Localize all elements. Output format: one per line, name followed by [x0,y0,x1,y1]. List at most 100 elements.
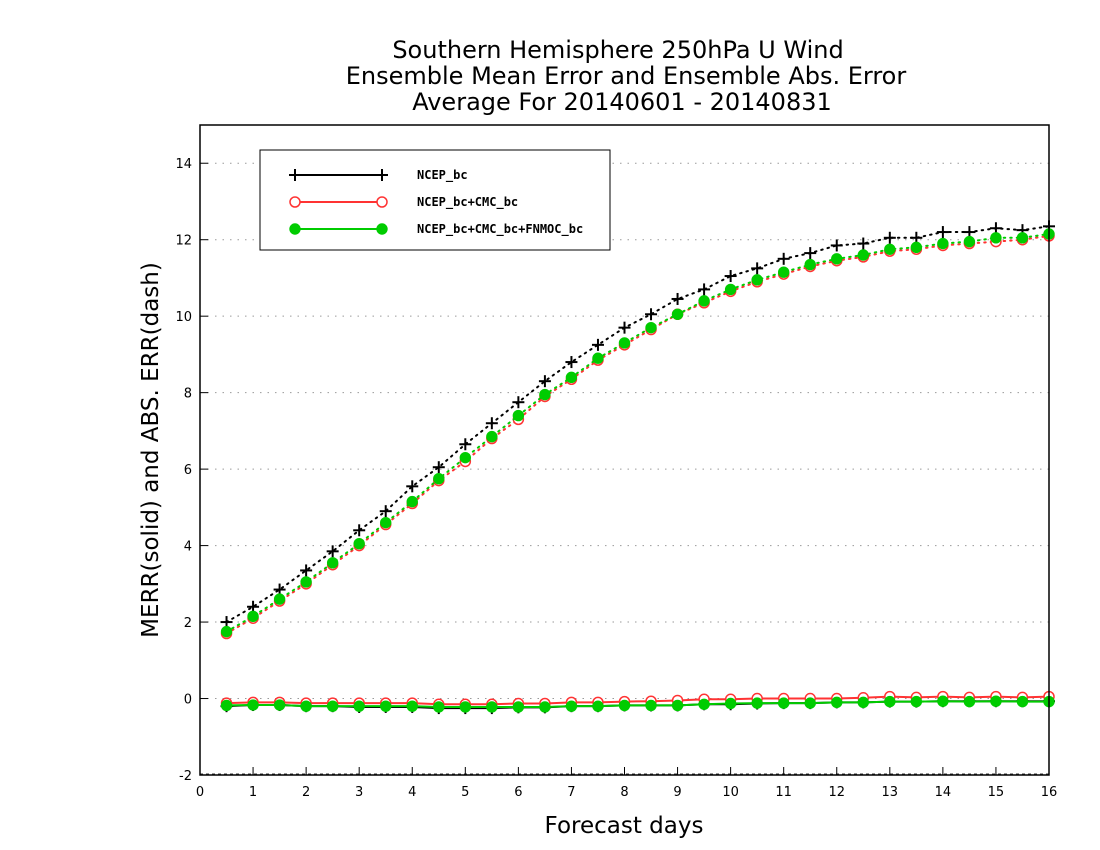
abs-err-point [618,321,631,334]
legend: NCEP_bc NCEP_bc+CMC_bc NCEP_bc+CMC_bc+FNMO… [259,149,611,251]
abs-err-point [857,237,870,250]
legend-marker [376,196,388,208]
abs-err-point [777,252,790,265]
abs-err-point [618,337,631,349]
abs-err-point [884,243,896,255]
abs-err-point [724,283,737,296]
legend-marker [376,223,388,235]
legend-label: NCEP_bc+CMC_bc+FNMOC_bc [417,222,583,237]
series-layer [220,220,1055,715]
chart-title-line-1: Southern Hemisphere 250hPa U Wind [392,36,843,64]
x-tick-label: 7 [567,785,575,800]
mean-err-point [698,698,710,710]
mean-err-point [539,701,551,713]
abs-err-point [300,576,312,588]
y-tick-label: 2 [184,616,192,631]
y-tick-label: 0 [184,693,192,708]
x-tick-label: 3 [355,785,363,800]
mean-err-point [565,700,578,712]
legend-entry: NCEP_bc+CMC_bc+FNMOC_bc [289,222,583,237]
mean-err-point [459,701,472,713]
abs-err-point [485,417,498,430]
mean-err-point [592,700,604,712]
mean-err-point [326,700,339,712]
abs-err-point [724,270,737,283]
abs-err-point [565,371,578,384]
x-tick-label: 6 [514,785,522,800]
series-2 [220,230,1055,711]
mean-err-point [990,695,1002,707]
mean-err-point [353,700,365,712]
y-axis-label: MERR(solid) and ABS. ERR(dash) [138,262,164,638]
y-tick-label: 12 [175,234,192,249]
abs-err-point [459,451,472,464]
grid-lines [200,162,1049,775]
abs-err-point [592,352,604,364]
abs-err-point [645,321,657,334]
abs-err-point [937,237,949,250]
abs-err-line [225,232,1050,633]
x-tick-label: 8 [620,785,628,800]
abs-err-point [353,537,365,550]
abs-err-point [751,262,764,275]
x-tick-label: 4 [408,785,416,800]
x-tick-label: 1 [249,785,257,800]
abs-err-point [406,480,419,493]
y-axis-ticks: -2 0 2 4 6 8 10 12 14 [175,157,208,784]
mean-err-point [751,697,763,709]
mean-err-point [618,699,631,712]
abs-err-point [432,461,445,474]
mean-err-point [512,701,525,713]
abs-err-point [538,375,551,388]
legend-box [259,149,611,251]
x-axis-ticks: 0 1 2 3 4 5 6 7 8 9 10 11 12 13 14 15 16 [196,767,1057,800]
abs-err-point [379,505,392,518]
abs-err-point [326,557,339,569]
abs-err-point [1016,232,1029,244]
abs-err-point [963,235,976,248]
legend-entry: NCEP_bc+CMC_bc [289,195,518,210]
y-tick-label: -2 [179,769,192,784]
mean-err-point [777,697,790,709]
abs-err-point [804,247,817,260]
abs-err-point [353,524,366,537]
legend-entry: NCEP_bc [289,168,468,183]
abs-err-point [591,338,604,351]
abs-err-point [459,438,472,451]
abs-err-point [247,610,259,623]
mean-err-point [831,696,843,709]
abs-err-point [698,283,711,296]
x-tick-label: 11 [775,785,792,800]
abs-err-point [406,495,418,508]
legend-label: NCEP_bc [417,168,468,183]
y-tick-label: 10 [175,310,192,325]
abs-err-point [433,472,445,485]
abs-err-point [671,292,684,305]
mean-err-point [937,695,949,707]
mean-err-point [220,699,233,712]
mean-err-point [645,699,657,712]
legend-label: NCEP_bc+CMC_bc [417,195,518,210]
abs-err-point [486,430,498,443]
series-3 [220,228,1055,713]
mean-err-point [963,695,976,708]
mean-err-point [486,701,498,713]
abs-err-point [220,625,233,638]
abs-err-point [804,258,816,271]
chart-title-line-2: Ensemble Mean Error and Ensemble Abs. Er… [346,62,907,90]
abs-err-point [645,308,658,321]
abs-err-point [936,226,949,239]
x-tick-label: 5 [461,785,469,800]
series-1 [220,220,1055,715]
abs-err-point [910,241,923,254]
mean-err-point [1016,695,1029,708]
abs-err-point [777,266,790,278]
mean-err-point [671,699,684,712]
abs-err-point [326,545,339,558]
mean-err-line [226,695,1050,706]
abs-err-point [273,593,286,605]
y-tick-label: 6 [184,463,192,478]
legend-marker [376,169,388,181]
mean-err-point [247,699,259,711]
